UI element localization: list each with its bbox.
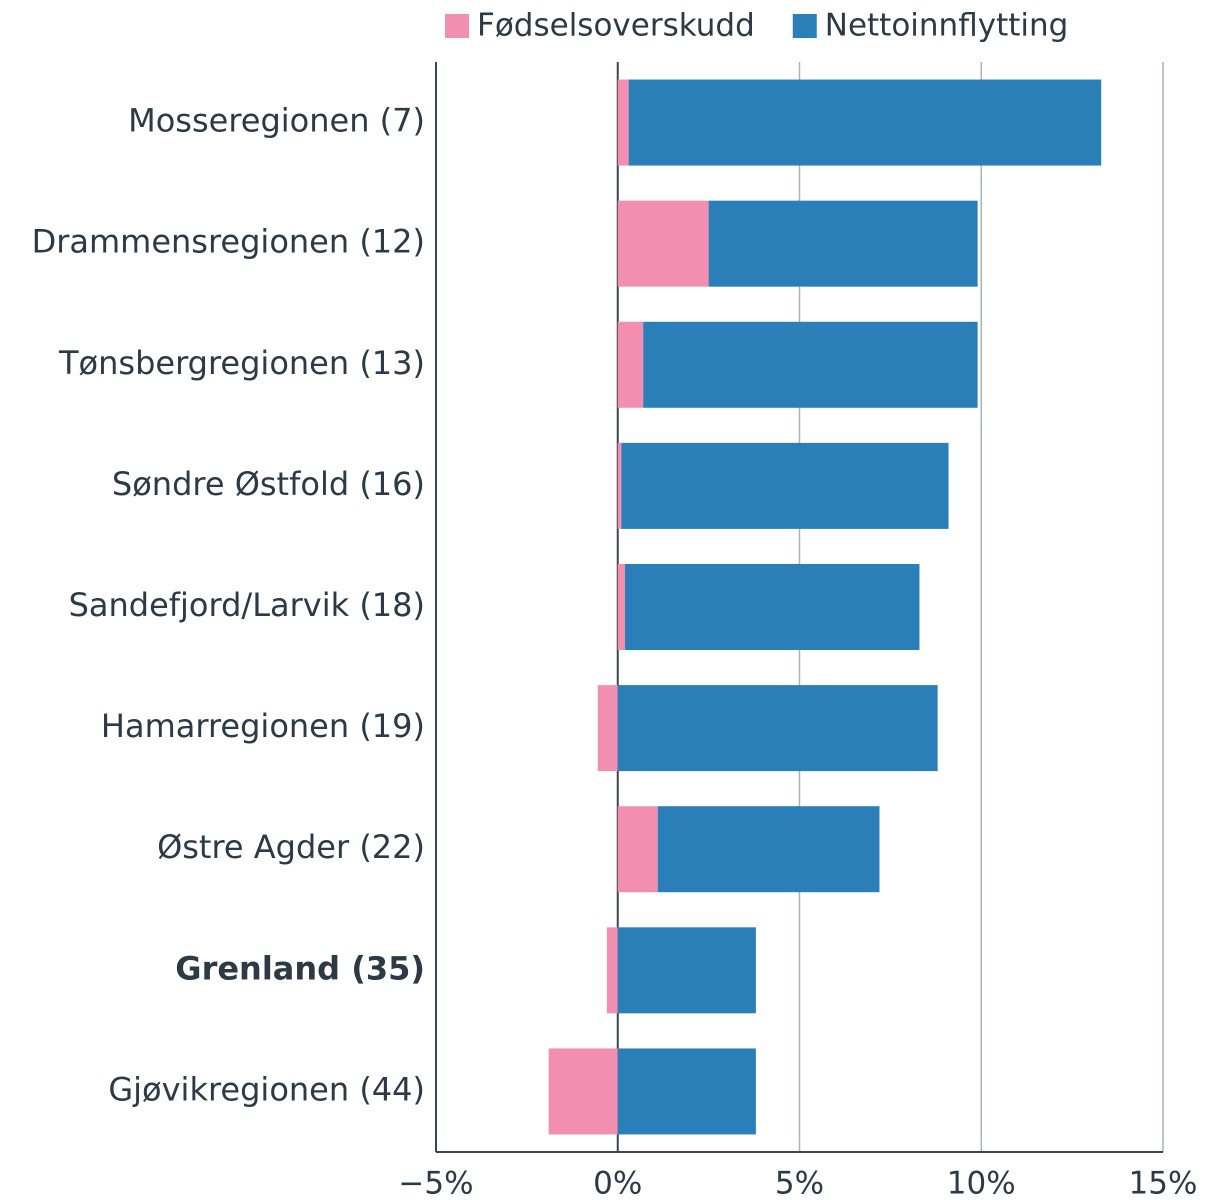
x-tick-label: 10% [947, 1166, 1016, 1200]
bar [597, 685, 618, 772]
x-tick-label: 15% [1129, 1166, 1198, 1200]
y-tick-label: Hamarregionen (19) [101, 707, 425, 745]
x-tick-label: −5% [398, 1166, 473, 1200]
y-tick-label: Tønsbergregionen (13) [58, 344, 425, 382]
bar [625, 564, 920, 650]
y-tick-label: Grenland (35) [175, 949, 425, 987]
legend-swatch [792, 14, 817, 38]
bar [617, 927, 756, 1014]
bar [617, 1048, 756, 1135]
y-tick-label: Søndre Østfold (16) [112, 465, 425, 503]
y-tick-label: Østre Agder (22) [157, 828, 425, 866]
bar [548, 1048, 618, 1135]
bar [617, 564, 626, 650]
bar [657, 806, 880, 893]
y-tick-label: Drammensregionen (12) [32, 223, 425, 261]
bar [617, 685, 938, 772]
legend-label: Fødselsoverskudd [477, 8, 755, 44]
legend-swatch [445, 14, 469, 38]
bar [617, 442, 622, 529]
legend-label: Nettoinnflytting [825, 8, 1069, 44]
bar [628, 79, 1102, 166]
bar [643, 321, 978, 408]
y-tick-label: Gjøvikregionen (44) [108, 1070, 425, 1108]
bar [708, 200, 978, 287]
bar [617, 79, 629, 166]
bar [617, 806, 658, 893]
x-tick-label: 5% [775, 1166, 824, 1200]
y-tick-label: Sandefjord/Larvik (18) [69, 586, 425, 624]
bar [606, 927, 618, 1014]
x-tick-label: 0% [593, 1166, 642, 1200]
bar [617, 200, 709, 287]
y-tick-label: Mosseregionen (7) [128, 102, 425, 140]
bar [617, 321, 644, 408]
bar [621, 442, 949, 529]
